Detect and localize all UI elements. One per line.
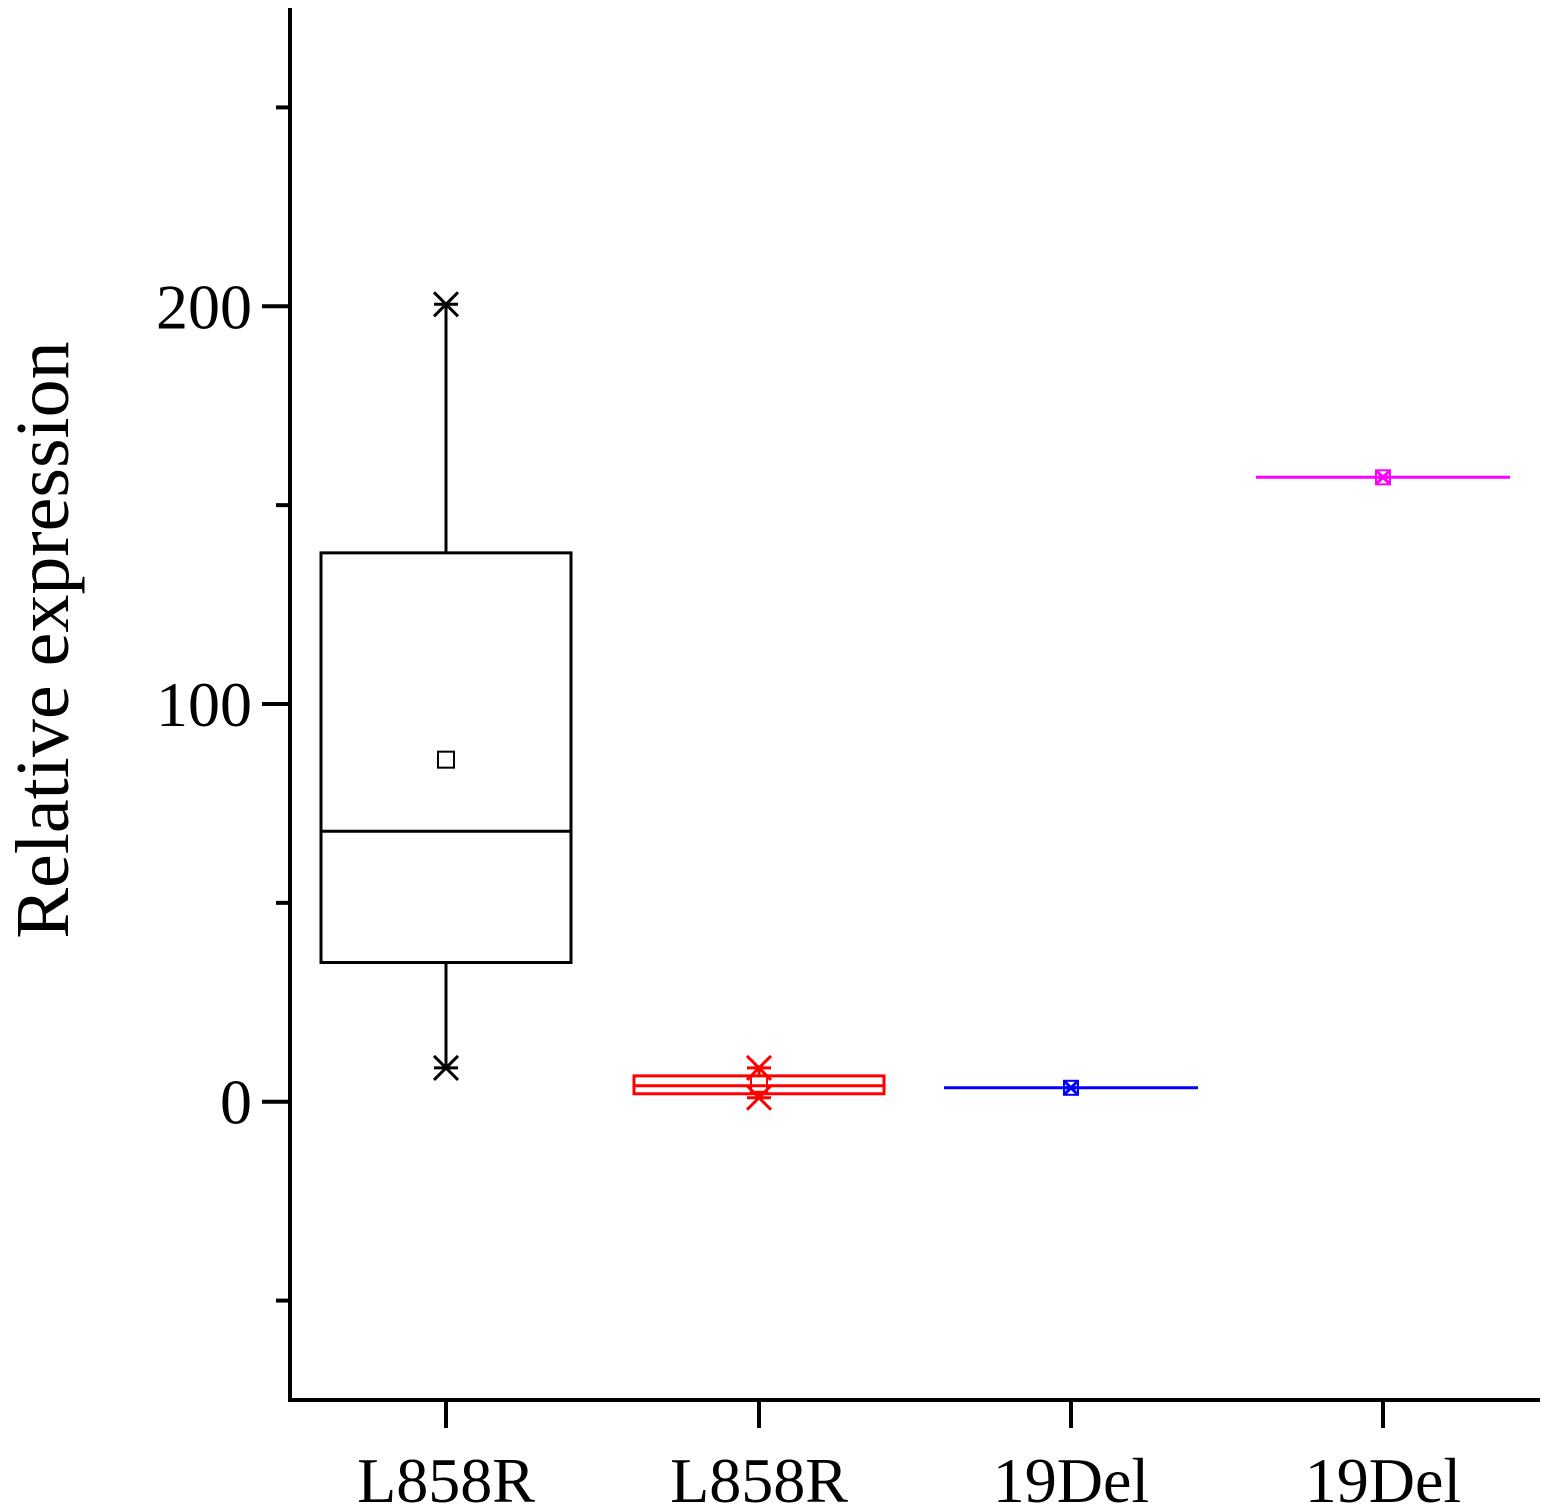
mean-marker — [437, 750, 455, 769]
y-tick-label: 200 — [156, 271, 252, 342]
box-3 — [944, 1079, 1198, 1096]
x-ticks: L858R L858R 19Del 19Del — [357, 1400, 1461, 1510]
boxes — [319, 291, 1510, 1111]
y-axis-title: Relative expression — [1, 341, 85, 938]
box-1 — [319, 291, 573, 1081]
mean-marker — [750, 1074, 768, 1093]
y-ticks: 0 100 200 — [156, 105, 290, 1303]
x-tick-label: L858R — [670, 1445, 848, 1510]
x-tick-label: 19Del — [993, 1445, 1149, 1510]
x-tick-label: 19Del — [1305, 1445, 1461, 1510]
axes — [288, 8, 1540, 1402]
x-tick-label: L858R — [357, 1445, 535, 1510]
box-4 — [1256, 469, 1510, 486]
y-tick-label: 100 — [156, 669, 252, 740]
y-tick-label: 0 — [220, 1067, 252, 1138]
box-2 — [632, 1054, 886, 1111]
iqr-box — [319, 551, 573, 965]
